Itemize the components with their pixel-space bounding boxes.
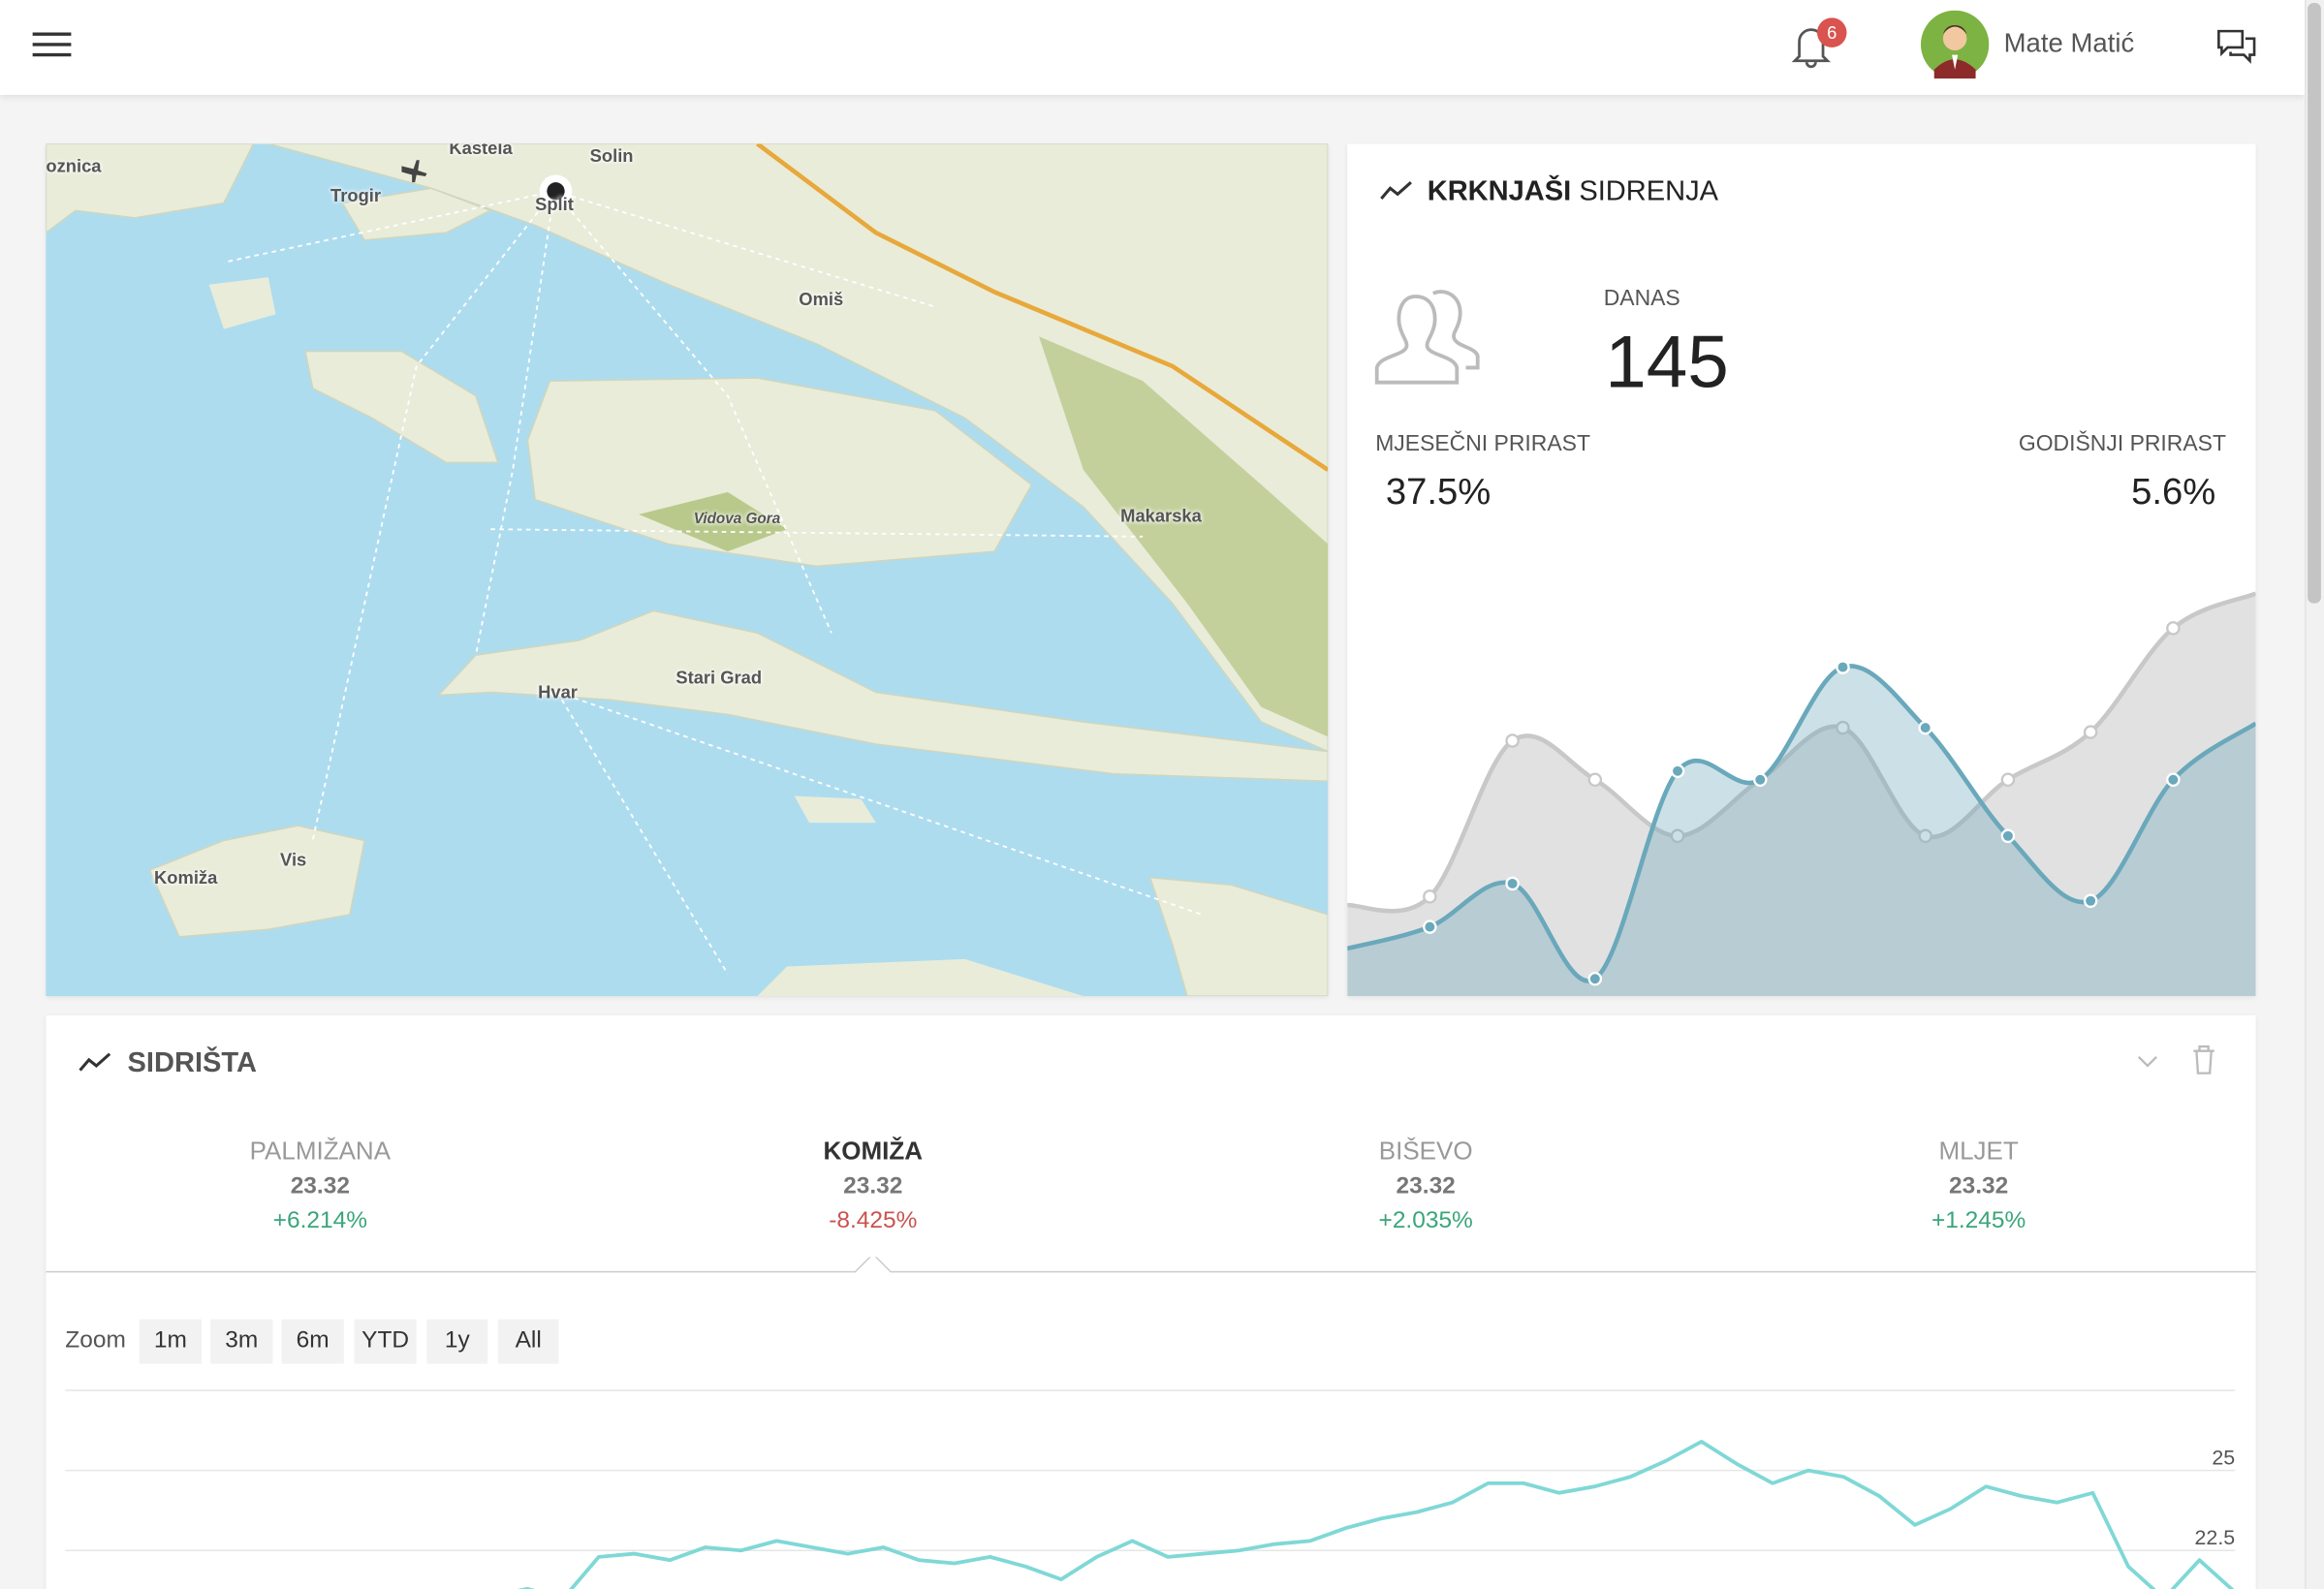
tab-change: +2.035%	[1378, 1207, 1473, 1233]
tab-name: BIŠEVO	[1378, 1137, 1473, 1166]
y-tick-label: 22.5	[2195, 1526, 2236, 1549]
map-label: Split	[535, 194, 574, 215]
users-icon	[1374, 290, 1480, 385]
card-title: KRKNJAŠI SIDRENJA	[1428, 176, 1718, 209]
zoom-label: Zoom	[65, 1327, 126, 1354]
point	[1836, 720, 1850, 735]
point	[1836, 660, 1850, 674]
price-chart: 22.5 25	[65, 1389, 2236, 1589]
point	[1587, 971, 1603, 986]
map-label: Stari Grad	[675, 667, 763, 688]
tab[interactable]: MLJET 23.32 +1.245%	[1756, 1137, 2201, 1234]
point	[1670, 828, 1685, 844]
title-bold: KRKNJAŠI	[1427, 176, 1572, 208]
tab-value: 23.32	[843, 1173, 903, 1200]
tab[interactable]: BIŠEVO 23.32 +2.035%	[1204, 1137, 1649, 1234]
map-label: Makarska	[1120, 505, 1202, 527]
map-label: Kaštela	[449, 143, 513, 159]
card-title: SIDRIŠTA	[127, 1047, 257, 1079]
map-label: Omiš	[799, 289, 844, 310]
monthly-value: 37.5%	[1385, 471, 1492, 514]
point	[1918, 828, 1932, 844]
yearly-value: 5.6%	[2131, 471, 2216, 514]
point	[2000, 828, 2016, 844]
trend-icon	[1380, 181, 1412, 201]
point	[2083, 725, 2098, 739]
point	[1505, 876, 1520, 891]
map[interactable]: oznica Kaštela Solin Trogir Split Omiš Vidova …	[46, 143, 1329, 997]
notification-badge: 6	[1816, 17, 1847, 47]
point	[1670, 763, 1685, 779]
map-label: oznica	[46, 155, 102, 177]
tab-name: PALMIŽANA	[249, 1137, 392, 1166]
map-label: Trogir	[330, 185, 382, 206]
trend-icon	[79, 1052, 111, 1072]
map-label: Hvar	[538, 681, 578, 703]
point	[2083, 893, 2098, 909]
map-label: Vidova Gora	[693, 511, 781, 528]
avatar[interactable]	[1920, 10, 1990, 79]
area-fill	[1347, 593, 2256, 997]
area-fill	[1347, 666, 2256, 997]
menu-button[interactable]	[30, 30, 75, 60]
point	[2000, 772, 2016, 787]
point	[1423, 889, 1437, 904]
zoom-button[interactable]: 6m	[281, 1319, 344, 1364]
top-bar: 6 Mate Matić	[0, 0, 2306, 95]
y-tick-label: 25	[2212, 1447, 2235, 1470]
price-line	[517, 1440, 2235, 1589]
today-value: 145	[1605, 320, 1729, 404]
point	[1752, 772, 1768, 787]
point	[1587, 772, 1603, 787]
zoom-button[interactable]: All	[497, 1319, 559, 1364]
point	[2166, 621, 2181, 636]
tab-name: MLJET	[1938, 1137, 2019, 1166]
yearly-label: GODIŠNJI PRIRAST	[2018, 431, 2227, 457]
tabs-divider	[46, 1257, 2256, 1273]
today-label: DANAS	[1603, 286, 1680, 312]
zoom-button[interactable]: YTD	[354, 1319, 417, 1364]
stats-card: KRKNJAŠI SIDRENJA DANAS 145 MJESEČNI PRI…	[1347, 143, 2256, 997]
tab-change: -8.425%	[829, 1207, 918, 1233]
tab-change: +1.245%	[1931, 1207, 2026, 1233]
point	[1505, 733, 1520, 748]
scroll-thumb[interactable]	[2308, 3, 2321, 604]
chat-button[interactable]	[2214, 23, 2259, 65]
tab-value: 23.32	[1396, 1173, 1456, 1200]
zoom-button[interactable]: 1m	[139, 1319, 202, 1364]
monthly-label: MJESEČNI PRIRAST	[1375, 431, 1590, 457]
tab[interactable]: PALMIŽANA 23.32 +6.214%	[98, 1137, 543, 1234]
map-label: Vis	[280, 849, 307, 871]
notification-bell[interactable]	[1790, 20, 1835, 69]
title-rest: SIDRENJA	[1579, 176, 1719, 208]
tab-value: 23.32	[1948, 1173, 2009, 1200]
tab-name: KOMIŽA	[823, 1137, 924, 1166]
zoom-button[interactable]: 3m	[210, 1319, 273, 1364]
user-name[interactable]: Mate Matić	[2003, 28, 2135, 58]
point	[1918, 720, 1932, 735]
map-graphic	[46, 143, 1329, 997]
tab-value: 23.32	[290, 1173, 350, 1200]
point	[2166, 772, 2181, 787]
tab-change: +6.214%	[272, 1207, 367, 1233]
anchorages-card: SIDRIŠTA 22.5 25 PALMIŽANA 23.32 +6.214% KOM…	[46, 1014, 2256, 1589]
map-label: Solin	[589, 144, 634, 167]
point	[1423, 919, 1437, 934]
delete-button[interactable]	[2192, 1044, 2215, 1075]
tab[interactable]: KOMIŽA 23.32 -8.425%	[650, 1137, 1095, 1234]
collapse-button[interactable]	[2137, 1054, 2157, 1069]
map-label: Komiža	[154, 866, 218, 888]
zoom-button[interactable]: 1y	[426, 1319, 488, 1364]
mini-chart	[1347, 591, 2256, 997]
